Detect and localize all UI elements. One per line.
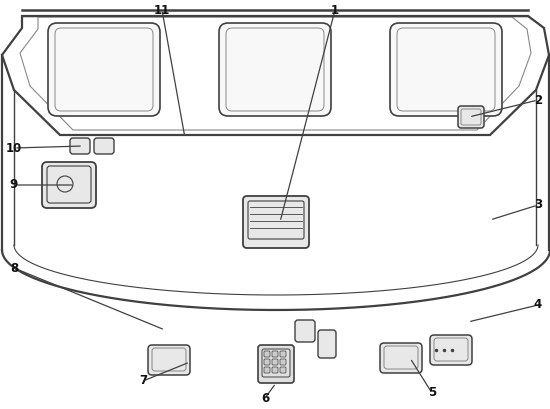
FancyBboxPatch shape	[70, 138, 90, 154]
FancyBboxPatch shape	[390, 23, 502, 116]
FancyBboxPatch shape	[280, 359, 286, 365]
Text: 1: 1	[331, 4, 339, 16]
FancyBboxPatch shape	[280, 367, 286, 373]
Text: 9: 9	[10, 178, 18, 191]
Text: 5: 5	[428, 387, 436, 400]
FancyBboxPatch shape	[264, 367, 270, 373]
FancyBboxPatch shape	[94, 138, 114, 154]
Text: 4: 4	[534, 299, 542, 312]
FancyBboxPatch shape	[272, 351, 278, 357]
FancyBboxPatch shape	[295, 320, 315, 342]
Text: 8: 8	[10, 261, 18, 274]
FancyBboxPatch shape	[272, 359, 278, 365]
Text: 6: 6	[261, 391, 269, 405]
FancyBboxPatch shape	[258, 345, 294, 383]
Text: 3: 3	[534, 198, 542, 211]
FancyBboxPatch shape	[458, 106, 484, 128]
Text: 2: 2	[534, 94, 542, 106]
Text: 7: 7	[139, 375, 147, 387]
FancyBboxPatch shape	[48, 23, 160, 116]
FancyBboxPatch shape	[318, 330, 336, 358]
FancyBboxPatch shape	[280, 351, 286, 357]
FancyBboxPatch shape	[380, 343, 422, 373]
FancyBboxPatch shape	[430, 335, 472, 365]
Text: 10: 10	[6, 142, 22, 155]
FancyBboxPatch shape	[243, 196, 309, 248]
FancyBboxPatch shape	[264, 351, 270, 357]
FancyBboxPatch shape	[272, 367, 278, 373]
Text: 11: 11	[154, 4, 170, 16]
FancyBboxPatch shape	[42, 162, 96, 208]
FancyBboxPatch shape	[148, 345, 190, 375]
FancyBboxPatch shape	[264, 359, 270, 365]
FancyBboxPatch shape	[219, 23, 331, 116]
